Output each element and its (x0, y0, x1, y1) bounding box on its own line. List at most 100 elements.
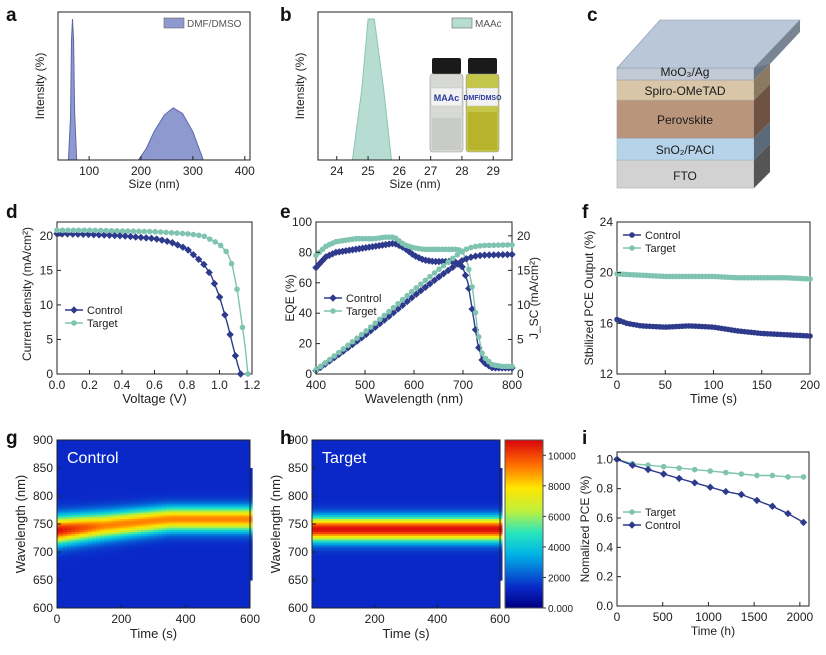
heatmap-cell-h (410, 566, 415, 570)
heatmap-cell-g (227, 572, 233, 575)
heatmap-cell-h (362, 570, 367, 574)
heatmap-cell-h (406, 525, 411, 529)
heatmap-cell-h (334, 537, 339, 540)
heatmap-cell-h (394, 481, 399, 484)
heatmap-cell-g (161, 559, 167, 562)
heatmap-cell-g (206, 546, 212, 549)
heatmap-cell-g (112, 566, 118, 570)
heatmap-cell-h (386, 540, 391, 544)
heatmap-cell-g (71, 509, 76, 512)
heatmap-cell-g (75, 574, 81, 577)
heatmap-cell-g (104, 561, 109, 564)
heatmap-cell-g (239, 494, 245, 497)
heatmap-cell-h (334, 468, 339, 471)
heatmap-cell-h (314, 520, 319, 523)
heatmap-cell-h (398, 479, 403, 482)
heatmap-cell-g (128, 497, 134, 501)
heatmap-cell-g (149, 516, 154, 519)
heatmap-cell-h (366, 469, 371, 473)
heatmap-cell-g (178, 490, 183, 493)
heatmap-cell-h (370, 482, 375, 486)
heatmap-cell-h (378, 576, 383, 579)
heatmap-cell-h (326, 552, 331, 555)
heatmap-cell-g (227, 546, 233, 549)
heatmap-cell-g (215, 501, 220, 505)
heatmap-cell-h (402, 486, 407, 490)
heatmap-cell-g (157, 482, 163, 486)
heatmap-cell-g (71, 537, 76, 540)
data-point-e-target (404, 292, 410, 299)
heatmap-cell-g (219, 473, 224, 477)
heatmap-cell-g (71, 507, 76, 510)
heatmap-cell-g (243, 544, 249, 547)
heatmap-cell-h (314, 481, 319, 484)
heatmap-cell-h (406, 537, 411, 540)
heatmap-cell-h (398, 501, 403, 505)
heatmap-cell-h (398, 522, 403, 525)
heatmap-cell-g (96, 572, 101, 575)
heatmap-cell-g (79, 501, 85, 505)
heatmap-cell-h (358, 501, 363, 505)
heatmap-cell-g (100, 527, 105, 531)
heatmap-cell-g (108, 499, 113, 503)
heatmap-cell-g (104, 473, 109, 477)
heatmap-cell-g (108, 557, 113, 561)
heatmap-cell-g (63, 477, 68, 480)
heatmap-cell-g (182, 482, 187, 486)
heatmap-cell-g (133, 544, 138, 547)
heatmap-cell-g (63, 507, 68, 510)
heatmap-cell-g (75, 492, 81, 495)
heatmap-cell-g (186, 557, 191, 561)
heatmap-cell-g (63, 524, 68, 527)
heatmap-cell-h (354, 546, 359, 549)
x-tick-label-b: 29 (487, 164, 501, 178)
heatmap-cell-g (215, 570, 220, 574)
heatmap-cell-g (161, 494, 167, 497)
heatmap-cell-h (322, 469, 327, 473)
heatmap-cell-h (398, 510, 403, 514)
heatmap-cell-g (161, 477, 167, 480)
heatmap-cell-h (370, 481, 375, 484)
heatmap-cell-h (402, 527, 407, 531)
heatmap-cell-g (137, 468, 142, 471)
heatmap-cell-g (79, 516, 85, 519)
heatmap-cell-g (231, 516, 237, 519)
heatmap-cell-g (100, 522, 105, 525)
heatmap-cell-g (75, 548, 81, 551)
heatmap-cell-g (96, 563, 101, 566)
heatmap-cell-g (202, 552, 208, 555)
heatmap-cell-h (362, 473, 367, 477)
data-point-e-target (468, 244, 474, 251)
heatmap-cell-h (366, 471, 371, 475)
heatmap-cell-g (96, 486, 101, 490)
heatmap-cell-g (153, 540, 159, 544)
heatmap-cell-g (79, 492, 85, 495)
data-point-d-control (126, 232, 135, 241)
heatmap-cell-g (174, 568, 179, 572)
heatmap-cell-g (100, 494, 105, 497)
heatmap-cell-g (235, 484, 241, 488)
heatmap-cell-h (402, 481, 407, 484)
heatmap-cell-g (157, 557, 163, 561)
heatmap-cell-g (198, 578, 204, 581)
heatmap-cell-h (358, 479, 363, 482)
heatmap-cell-g (67, 576, 72, 579)
heatmap-cell-h (342, 520, 347, 523)
heatmap-cell-g (91, 559, 97, 562)
heatmap-cell-h (342, 471, 347, 475)
heatmap-cell-g (133, 468, 138, 471)
heatmap-cell-g (96, 544, 101, 547)
heatmap-cell-g (219, 555, 224, 559)
heatmap-cell-h (402, 507, 407, 510)
heatmap-cell-g (211, 490, 216, 493)
heatmap-cell-g (211, 538, 216, 542)
heatmap-cell-g (170, 529, 175, 533)
heatmap-cell-h (378, 550, 383, 553)
heatmap-cell-h (406, 524, 411, 527)
heatmap-cell-g (120, 481, 126, 484)
heatmap-cell-g (235, 496, 241, 499)
heatmap-cell-g (91, 509, 97, 512)
heatmap-cell-g (219, 499, 224, 503)
heatmap-cell-g (108, 548, 113, 551)
